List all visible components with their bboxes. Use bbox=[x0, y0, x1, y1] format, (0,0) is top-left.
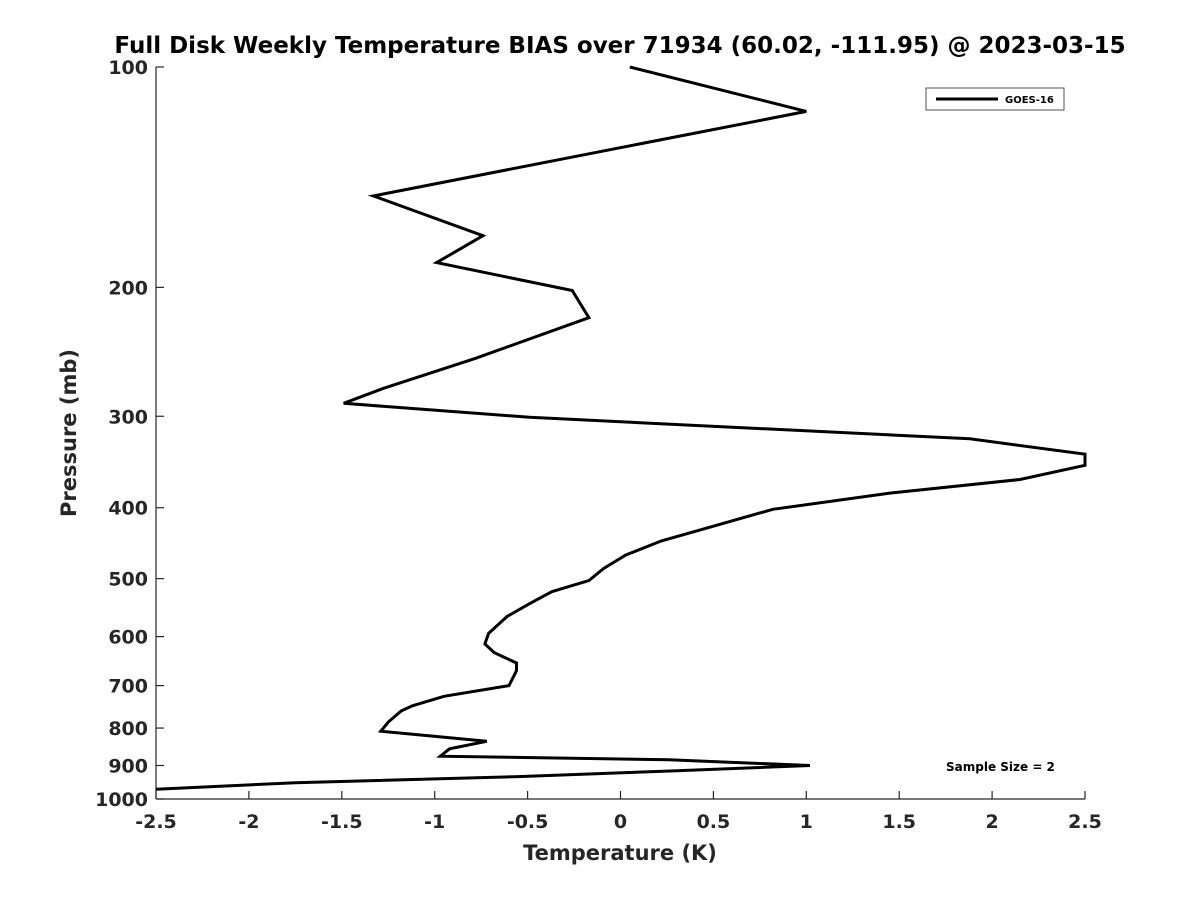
y-tick-label: 800 bbox=[108, 718, 148, 740]
x-tick-label: 1.5 bbox=[882, 811, 916, 833]
x-axis-ticks: -2.5 -2 -1.5 -1 -0.5 0 0.5 1 1.5 2 2.5 bbox=[135, 791, 1102, 833]
y-tick-label: 100 bbox=[108, 57, 148, 79]
y-tick-label: 900 bbox=[108, 756, 148, 778]
x-tick-label: -2.5 bbox=[135, 811, 177, 833]
y-tick-label: 600 bbox=[108, 627, 148, 649]
y-tick-label: 400 bbox=[108, 498, 148, 520]
sample-size-annotation: Sample Size = 2 bbox=[946, 760, 1055, 774]
legend: GOES-16 bbox=[925, 87, 1065, 111]
x-tick-label: 0.5 bbox=[697, 811, 731, 833]
legend-label: GOES-16 bbox=[1005, 95, 1054, 106]
y-tick-label: 300 bbox=[108, 406, 148, 428]
x-tick-label: -0.5 bbox=[507, 811, 549, 833]
y-axis-label: Pressure (mb) bbox=[57, 349, 81, 517]
x-tick-label: -1 bbox=[424, 811, 445, 833]
x-tick-label: 2.5 bbox=[1068, 811, 1102, 833]
x-axis-label: Temperature (K) bbox=[523, 841, 717, 865]
series-line bbox=[155, 65, 1087, 791]
x-tick-label: -2 bbox=[238, 811, 259, 833]
y-tick-label: 1000 bbox=[95, 789, 148, 811]
y-tick-label: 200 bbox=[108, 277, 148, 299]
x-tick-label: 0 bbox=[614, 811, 627, 833]
series-layer bbox=[155, 65, 1087, 791]
y-tick-label: 500 bbox=[108, 569, 148, 591]
x-tick-label: 1 bbox=[800, 811, 813, 833]
x-tick-label: -1.5 bbox=[321, 811, 363, 833]
y-axis-ticks: 100 200 300 400 500 600 700 800 900 1000 bbox=[95, 57, 164, 811]
x-tick-label: 2 bbox=[985, 811, 998, 833]
y-tick-label: 700 bbox=[108, 676, 148, 698]
chart-title: Full Disk Weekly Temperature BIAS over 7… bbox=[114, 33, 1125, 59]
